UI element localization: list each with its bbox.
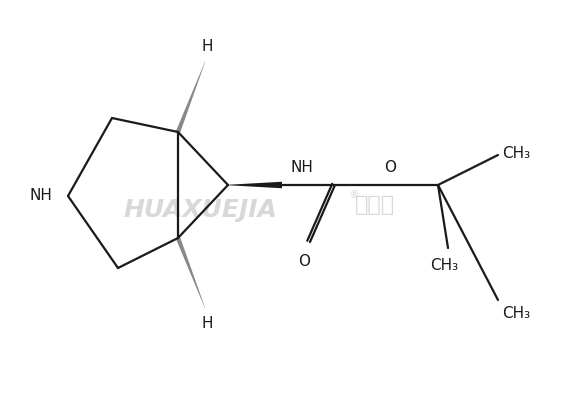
Text: HUAXUEJIA: HUAXUEJIA bbox=[123, 198, 277, 222]
Text: H: H bbox=[201, 316, 213, 331]
Text: O: O bbox=[298, 254, 310, 269]
Polygon shape bbox=[176, 237, 205, 308]
Text: 化学加: 化学加 bbox=[355, 195, 395, 215]
Text: H: H bbox=[201, 39, 213, 54]
Text: NH: NH bbox=[29, 188, 52, 203]
Text: ®: ® bbox=[348, 190, 359, 200]
Text: NH: NH bbox=[290, 160, 313, 175]
Polygon shape bbox=[228, 182, 282, 188]
Text: CH₃: CH₃ bbox=[430, 258, 458, 273]
Text: CH₃: CH₃ bbox=[502, 145, 530, 160]
Polygon shape bbox=[176, 62, 205, 133]
Text: CH₃: CH₃ bbox=[502, 306, 530, 321]
Text: O: O bbox=[384, 160, 396, 175]
